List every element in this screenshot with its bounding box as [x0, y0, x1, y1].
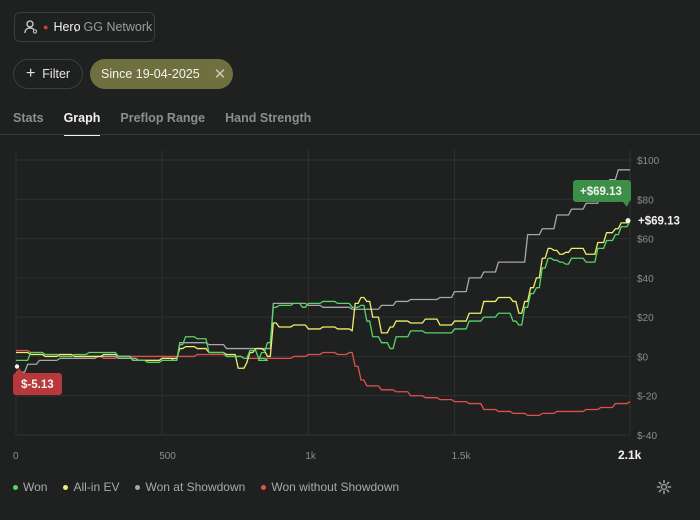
legend-swatch [13, 484, 18, 490]
legend-label: Won [23, 480, 48, 494]
end-badge-label: +$69.13 [580, 186, 622, 198]
tab-bar: Stats Graph Preflop Range Hand Strength [13, 111, 311, 136]
tab-hand-strength[interactable]: Hand Strength [225, 111, 312, 125]
legend-label: Won without Showdown [271, 480, 400, 494]
network-name: GG Network [83, 20, 153, 34]
filter-button[interactable]: + Filter [13, 59, 83, 89]
series-line-won-without-showdown [16, 349, 631, 417]
profit-graph[interactable]: $100 $80 $60 $40 $20 $0 $-20 $-40 0 500 1k 1.5k 2.1k… [0, 140, 700, 470]
legend-item-won-without-showdown[interactable]: Won without Showdown [261, 480, 399, 494]
end-value-label: +$69.13 [638, 216, 680, 228]
x-tick-label: 1k [305, 451, 317, 462]
user-settings-icon [24, 20, 38, 34]
x-tick-label: 500 [159, 451, 176, 462]
player-selector[interactable]: ● Hero GG Network [14, 12, 155, 42]
end-badge-pointer [623, 202, 629, 207]
y-tick-label: $100 [637, 156, 660, 167]
date-filter-chip[interactable]: Since 19-04-2025 ✕ [90, 59, 233, 89]
y-tick-label: $0 [637, 352, 649, 363]
x-tick-label: 1.5k [452, 451, 472, 462]
legend-swatch [261, 484, 267, 490]
filter-label: Filter [42, 67, 71, 81]
start-badge-bg [13, 373, 62, 395]
date-filter-label: Since 19-04-2025 [101, 67, 200, 81]
y-tick-label: $20 [637, 313, 654, 324]
start-point-marker [14, 364, 20, 369]
y-tick-label: $60 [637, 235, 654, 246]
legend-label: All-in EV [73, 480, 120, 494]
chart-legend: Won All-in EV Won at Showdown Won withou… [13, 480, 399, 494]
tab-graph[interactable]: Graph [63, 111, 101, 136]
y-tick-label: $40 [637, 274, 654, 285]
tab-preflop-range[interactable]: Preflop Range [120, 111, 206, 125]
status-dot-icon: ● [43, 22, 49, 32]
end-badge-bg [573, 180, 631, 202]
comma-separator: , [74, 19, 78, 33]
legend-swatch [135, 484, 141, 490]
y-tick-label: $-40 [637, 431, 657, 442]
player-name: Hero [53, 20, 81, 34]
legend-label: Won at Showdown [145, 480, 246, 494]
gear-icon[interactable] [656, 479, 672, 495]
legend-swatch [63, 484, 69, 490]
series-line-all-in-ev [16, 220, 631, 369]
legend-item-won[interactable]: Won [13, 480, 47, 494]
tab-stats[interactable]: Stats [13, 111, 44, 125]
series-line-won-at-showdown [16, 169, 630, 373]
close-icon[interactable]: ✕ [213, 66, 227, 83]
x-tick-label: 2.1k [618, 448, 642, 462]
tab-divider [0, 134, 700, 135]
legend-item-won-at-showdown[interactable]: Won at Showdown [135, 480, 245, 494]
y-tick-label: $-20 [637, 392, 657, 403]
start-badge-pointer [16, 368, 23, 373]
end-point-marker [625, 218, 631, 224]
plus-icon: + [25, 65, 36, 82]
x-tick-label: 0 [13, 451, 19, 462]
legend-item-all-in-ev[interactable]: All-in EV [63, 480, 119, 494]
series-line-won [16, 220, 631, 363]
start-badge-label: $-5.13 [21, 379, 54, 391]
y-tick-label: $80 [637, 195, 654, 206]
